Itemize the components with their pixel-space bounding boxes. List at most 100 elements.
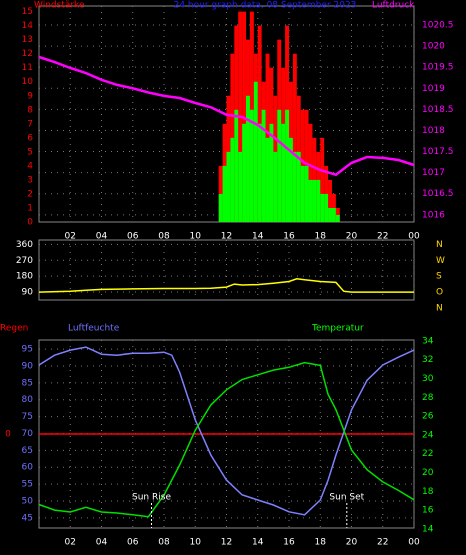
- x-tick-label: 08: [158, 232, 170, 242]
- bar: [324, 193, 329, 222]
- x-tick-label: 18: [315, 538, 327, 548]
- y2-tick-label: 14: [422, 524, 434, 534]
- y-tick-label: 85: [22, 378, 33, 388]
- x-tick-label: 20: [346, 538, 358, 548]
- series-line: [38, 346, 415, 516]
- y-tick-label: 7: [27, 119, 33, 129]
- x-tick-label: 02: [65, 232, 76, 242]
- bar: [304, 165, 309, 222]
- y2-tick-label: 28: [422, 393, 434, 403]
- x-tick-label: 12: [221, 232, 232, 242]
- x-tick-label: 16: [283, 232, 295, 242]
- bar: [300, 165, 305, 222]
- y3-tick-label: 0: [5, 430, 11, 440]
- x-tick-label: 04: [96, 232, 108, 242]
- series-line: [38, 361, 415, 518]
- bar: [328, 179, 332, 222]
- y2-tick-label: 1019: [422, 84, 445, 94]
- bar: [257, 25, 262, 222]
- bar: [253, 81, 258, 222]
- y-tick-label: 45: [22, 513, 33, 523]
- y2-tick-label: 1020: [422, 42, 445, 52]
- bar: [296, 151, 301, 222]
- x-tick-label: 04: [96, 538, 108, 548]
- y2-tick-label: 30: [422, 374, 434, 384]
- y-tick-label: 75: [22, 412, 33, 422]
- x-tick-label: 22: [377, 538, 388, 548]
- y2-tick-label: 1018: [422, 126, 445, 136]
- bar: [308, 179, 313, 222]
- bar: [308, 123, 313, 222]
- x-tick-label: 10: [190, 232, 202, 242]
- bar: [320, 193, 325, 222]
- x-tick-label: 14: [252, 538, 264, 548]
- y-tick-label: 2: [27, 189, 33, 199]
- bar: [285, 109, 289, 222]
- bar: [335, 214, 340, 222]
- y2-tick-label: 1017: [422, 168, 445, 178]
- y-tick-label: 180: [16, 272, 33, 282]
- chart-title: 24 hour graph data, 08 September 2023: [174, 1, 357, 11]
- y-tick-label: 11: [22, 63, 33, 73]
- y-tick-label: 95: [22, 345, 33, 355]
- y-axis-label: Windstärke: [34, 1, 85, 11]
- y2-tick-label: O: [436, 288, 443, 298]
- y-tick-label: 3: [27, 175, 33, 185]
- y2-axis-label: Temperatur: [311, 324, 364, 334]
- bar: [222, 165, 227, 222]
- x-tick-label: 08: [158, 538, 170, 548]
- bar: [261, 109, 266, 222]
- x-tick-label: 20: [346, 232, 358, 242]
- bar: [328, 207, 332, 222]
- y2-tick-label: S: [436, 272, 442, 282]
- y2-tick-label: 1019.5: [422, 63, 454, 73]
- y-tick-label: 10: [22, 77, 34, 87]
- y-tick-label: 5: [27, 147, 33, 157]
- bar: [234, 109, 239, 222]
- y-tick-label: 70: [22, 429, 34, 439]
- y-tick-label: 80: [22, 395, 34, 405]
- y2-tick-label: 1018.5: [422, 105, 454, 115]
- y2-tick-label: N: [436, 240, 443, 250]
- y2-tick-label: 34: [422, 336, 434, 346]
- x-tick-label: 00: [408, 538, 420, 548]
- y-axis-label: Luftfeuchte: [68, 324, 120, 334]
- y-tick-label: 15: [22, 7, 33, 17]
- x-tick-label: 18: [315, 232, 327, 242]
- bar: [289, 137, 293, 222]
- x-tick-label: 22: [377, 232, 388, 242]
- y-tick-label: 60: [22, 463, 34, 473]
- y3-axis-label: Regen: [0, 324, 28, 334]
- bar: [292, 53, 297, 223]
- bar: [249, 109, 254, 222]
- series-line: [38, 55, 415, 177]
- y2-tick-label: W: [436, 256, 445, 266]
- y2-tick-label: 1016.5: [422, 189, 454, 199]
- y-tick-label: 270: [16, 256, 33, 266]
- y-tick-label: 6: [27, 133, 33, 143]
- bar: [269, 123, 274, 222]
- bar: [226, 151, 231, 222]
- series-line: [38, 278, 414, 293]
- bar: [331, 207, 336, 222]
- bar: [312, 179, 317, 222]
- bar: [265, 137, 270, 222]
- bar: [230, 137, 235, 222]
- y-tick-label: 55: [22, 480, 33, 490]
- annotation: Sun Rise: [132, 493, 171, 503]
- bar: [218, 193, 223, 222]
- y-tick-label: 13: [22, 35, 33, 45]
- bar: [242, 123, 247, 222]
- y-tick-label: 50: [22, 496, 34, 506]
- y-tick-label: 14: [22, 21, 34, 31]
- y2-tick-label: 24: [422, 430, 434, 440]
- y2-tick-label: 1020.5: [422, 20, 454, 30]
- y-tick-label: 360: [16, 240, 33, 250]
- y2-axis-label: Luftdruck: [372, 1, 415, 11]
- y2-tick-label: 22: [422, 449, 433, 459]
- y2-tick-label: 26: [422, 412, 434, 422]
- annotation: Sun Set: [329, 493, 364, 503]
- y-tick-label: 90: [22, 288, 34, 298]
- bar: [238, 151, 243, 222]
- bar: [277, 109, 282, 222]
